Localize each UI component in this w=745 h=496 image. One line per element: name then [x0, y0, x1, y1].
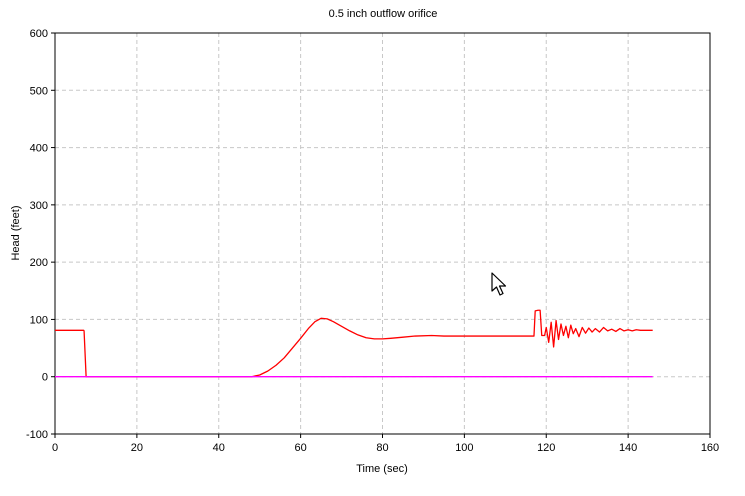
x-tick-label: 120: [537, 442, 555, 454]
y-tick-label: 400: [30, 143, 48, 155]
x-tick-label: 60: [295, 442, 307, 454]
y-tick-label: 600: [30, 28, 48, 40]
tick-layer: 0 20 40 60 80 100 120 140 160 -100 0 100 200 300 400 50…: [26, 28, 719, 454]
y-tick-label: 300: [30, 200, 48, 212]
x-axis-title: Time (sec): [356, 463, 408, 475]
grid-layer: [55, 33, 710, 434]
series-layer: [55, 309, 653, 378]
y-tick-label: -100: [26, 429, 48, 441]
x-tick-label: 20: [131, 442, 143, 454]
chart-title: 0.5 inch outflow orifice: [329, 8, 438, 20]
plot-area-frame: [54, 32, 711, 435]
series-line-1: [55, 309, 653, 378]
x-tick-label: 100: [455, 442, 473, 454]
y-tick-label: 0: [42, 372, 48, 384]
y-tick-label: 200: [30, 257, 48, 269]
x-tick-label: 0: [52, 442, 58, 454]
mouse-pointer-icon: [491, 272, 507, 296]
x-tick-label: 40: [213, 442, 225, 454]
y-axis-title: Head (feet): [10, 205, 22, 260]
x-tick-label: 140: [619, 442, 637, 454]
x-tick-label: 80: [376, 442, 388, 454]
y-tick-label: 100: [30, 314, 48, 326]
y-tick-label: 500: [30, 85, 48, 97]
x-tick-label: 160: [701, 442, 719, 454]
